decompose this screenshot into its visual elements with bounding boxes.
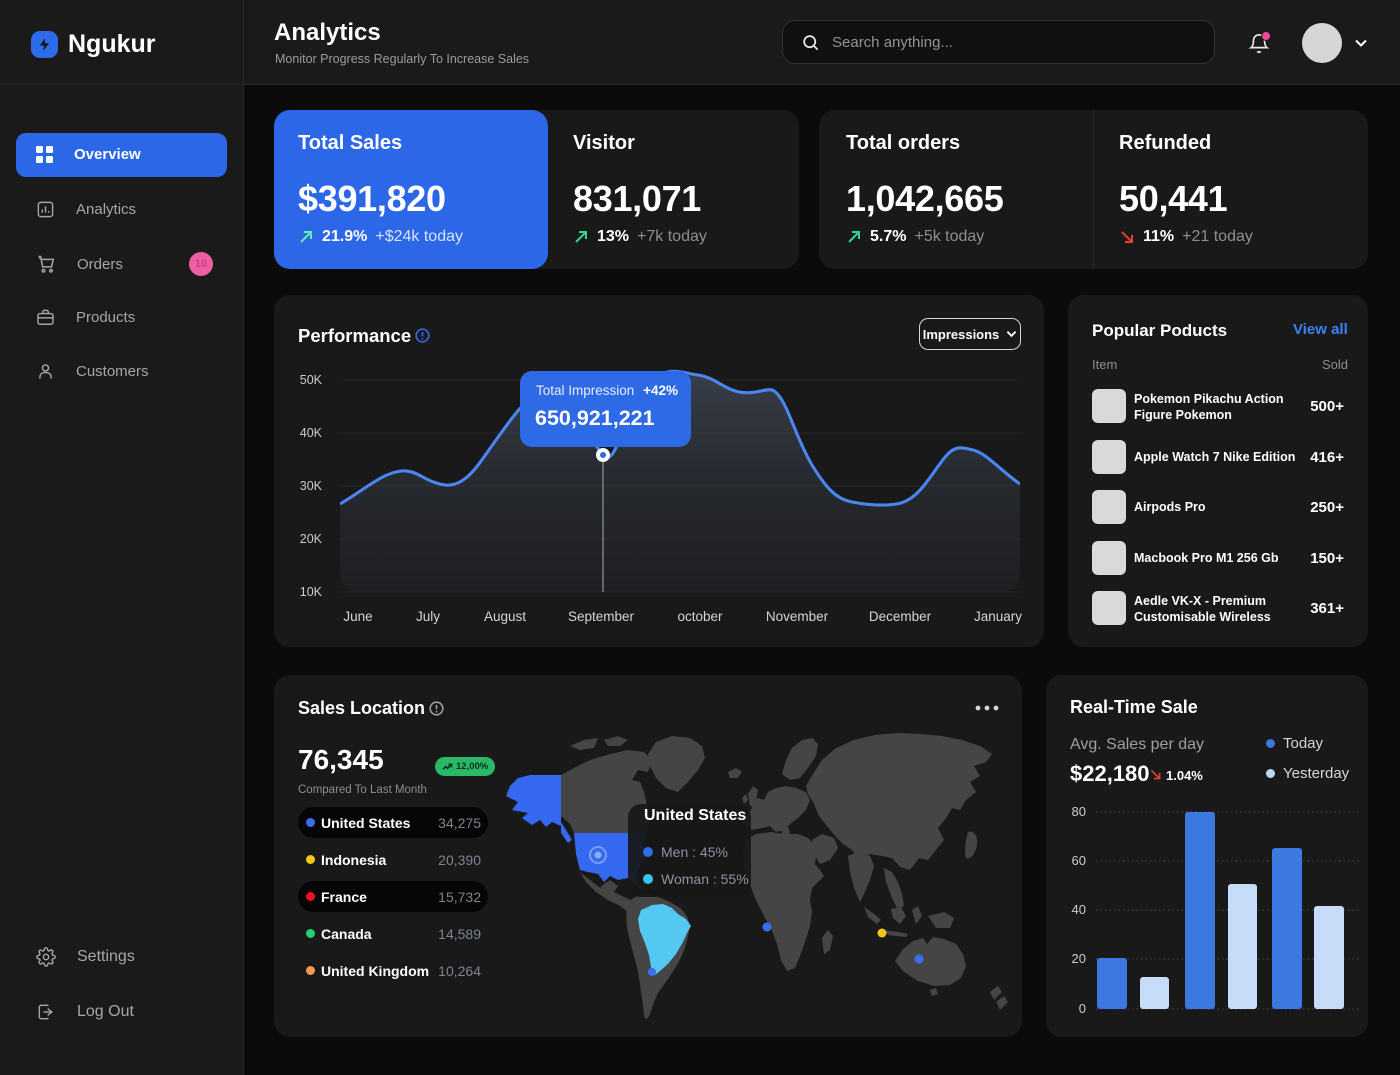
svg-text:+42%: +42% (643, 383, 678, 398)
svg-text:July: July (416, 609, 440, 624)
svg-text:50K: 50K (300, 373, 323, 387)
svg-text:20: 20 (1072, 951, 1086, 966)
svg-text:60: 60 (1072, 853, 1086, 868)
svg-text:December: December (869, 609, 932, 624)
svg-text:0: 0 (1079, 1001, 1086, 1016)
svg-text:40K: 40K (300, 426, 323, 440)
svg-text:80: 80 (1072, 804, 1086, 819)
svg-text:20K: 20K (300, 532, 323, 546)
svg-text:June: June (343, 609, 372, 624)
svg-text:10K: 10K (300, 585, 323, 599)
svg-text:october: october (677, 609, 723, 624)
svg-text:40: 40 (1072, 902, 1086, 917)
svg-text:September: September (568, 609, 635, 624)
svg-text:August: August (484, 609, 526, 624)
svg-text:Total Impression: Total Impression (536, 383, 634, 398)
svg-text:650,921,221: 650,921,221 (535, 406, 655, 430)
svg-text:30K: 30K (300, 479, 323, 493)
svg-text:January: January (974, 609, 1022, 624)
svg-text:November: November (766, 609, 829, 624)
